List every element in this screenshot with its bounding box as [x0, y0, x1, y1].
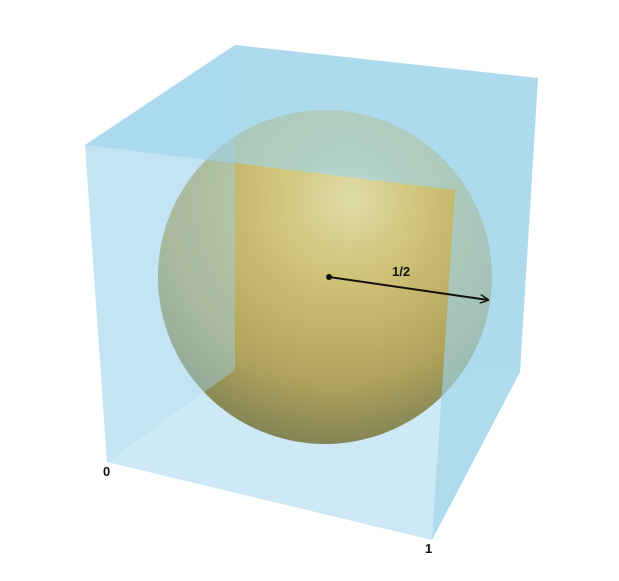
- cube-front-face: [85, 145, 455, 540]
- origin-label: 0: [103, 464, 110, 479]
- radius-line: [328, 276, 488, 300]
- sphere-center-dot: [326, 274, 332, 280]
- radius-arrow: [326, 274, 488, 300]
- sphere: [158, 110, 492, 444]
- cube-front-faces: [85, 45, 538, 540]
- unit-label: 1: [425, 541, 432, 556]
- cube-left-face: [85, 45, 235, 462]
- radius-label: 1/2: [392, 264, 410, 279]
- cube-top-face: [85, 45, 538, 190]
- cube-right-face: [432, 78, 538, 540]
